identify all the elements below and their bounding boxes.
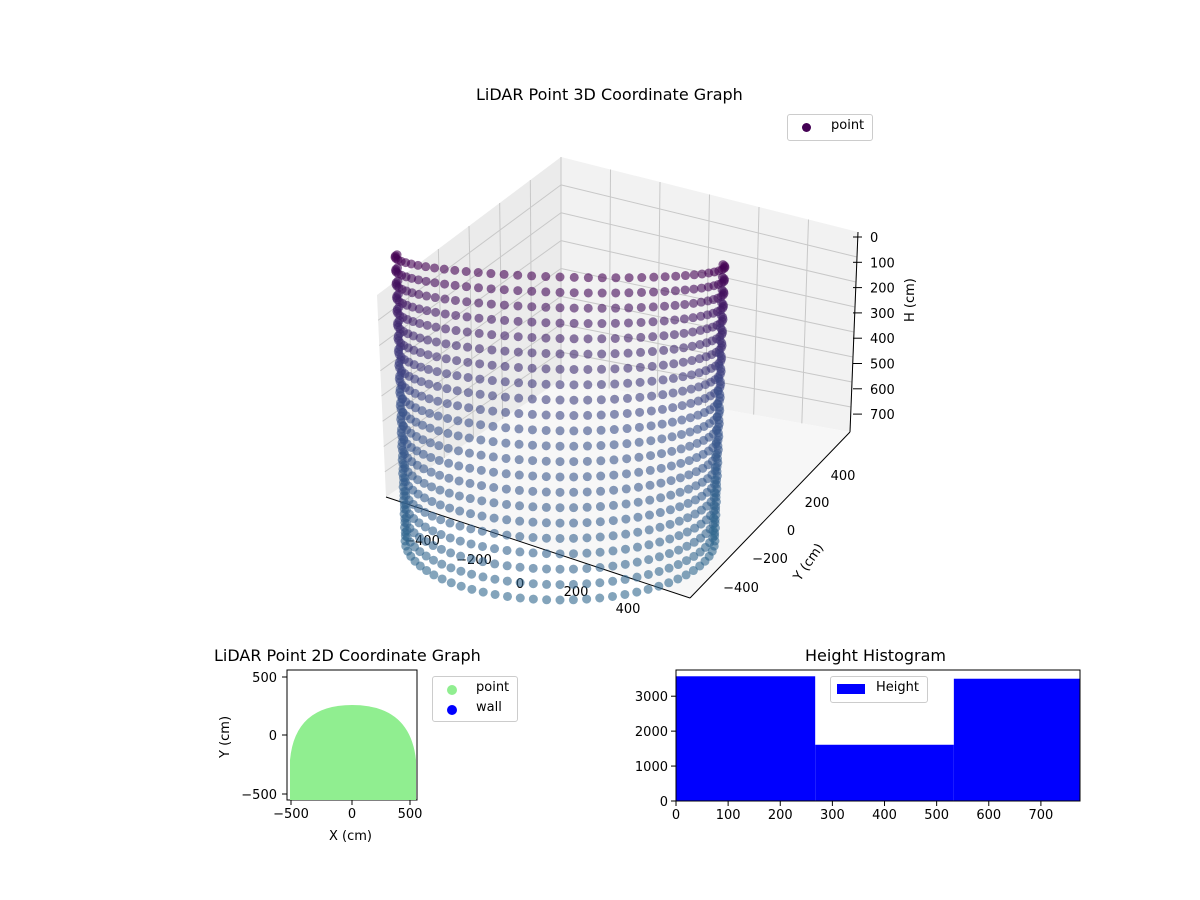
svg-text:500: 500 [870,358,895,373]
legend-label: point [476,680,510,695]
legend-label: point [831,118,865,133]
svg-text:3000: 3000 [635,690,668,705]
legend-label: wall [476,700,502,715]
title-2d: LiDAR Point 2D Coordinate Graph [214,646,481,665]
svg-text:400: 400 [870,332,895,347]
svg-text:100: 100 [870,256,895,271]
svg-text:200: 200 [805,496,830,511]
svg-text:200: 200 [564,585,589,600]
svg-text:0: 0 [348,807,356,822]
svg-text:1000: 1000 [635,760,668,775]
svg-text:0: 0 [269,729,277,744]
point-marker-icon [802,123,811,132]
svg-text:−200: −200 [752,552,788,567]
z-axis-label: H (cm) [903,278,918,322]
svg-text:100: 100 [716,808,741,823]
svg-text:700: 700 [870,408,895,423]
svg-text:−500: −500 [241,788,277,803]
wall-marker-icon [447,705,457,715]
svg-text:400: 400 [616,602,641,617]
svg-text:−400: −400 [723,581,759,596]
svg-text:0: 0 [660,795,668,810]
svg-text:200: 200 [768,808,793,823]
svg-text:600: 600 [976,808,1001,823]
svg-text:0: 0 [672,808,680,823]
height-swatch-icon [837,684,865,694]
x-axis-label-2d: X (cm) [329,829,372,844]
svg-text:0: 0 [787,524,795,539]
svg-text:600: 600 [870,383,895,398]
svg-text:0: 0 [870,231,878,246]
svg-text:2000: 2000 [635,725,668,740]
title-3d: LiDAR Point 3D Coordinate Graph [476,85,743,104]
title-hist: Height Histogram [805,646,946,665]
svg-text:300: 300 [820,808,845,823]
svg-text:−500: −500 [273,807,309,822]
legend-label: Height [876,680,919,695]
y-axis-label-2d: Y (cm) [218,715,233,758]
legend-3d: point [787,114,873,141]
svg-text:400: 400 [831,469,856,484]
svg-text:500: 500 [924,808,949,823]
svg-text:500: 500 [398,807,423,822]
svg-text:700: 700 [1028,808,1053,823]
svg-text:400: 400 [872,808,897,823]
svg-text:300: 300 [870,307,895,322]
point-marker-icon [447,685,457,695]
legend-2d: point wall [432,676,518,722]
svg-text:200: 200 [870,282,895,297]
legend-hist: Height [830,676,928,703]
svg-text:500: 500 [252,671,277,686]
